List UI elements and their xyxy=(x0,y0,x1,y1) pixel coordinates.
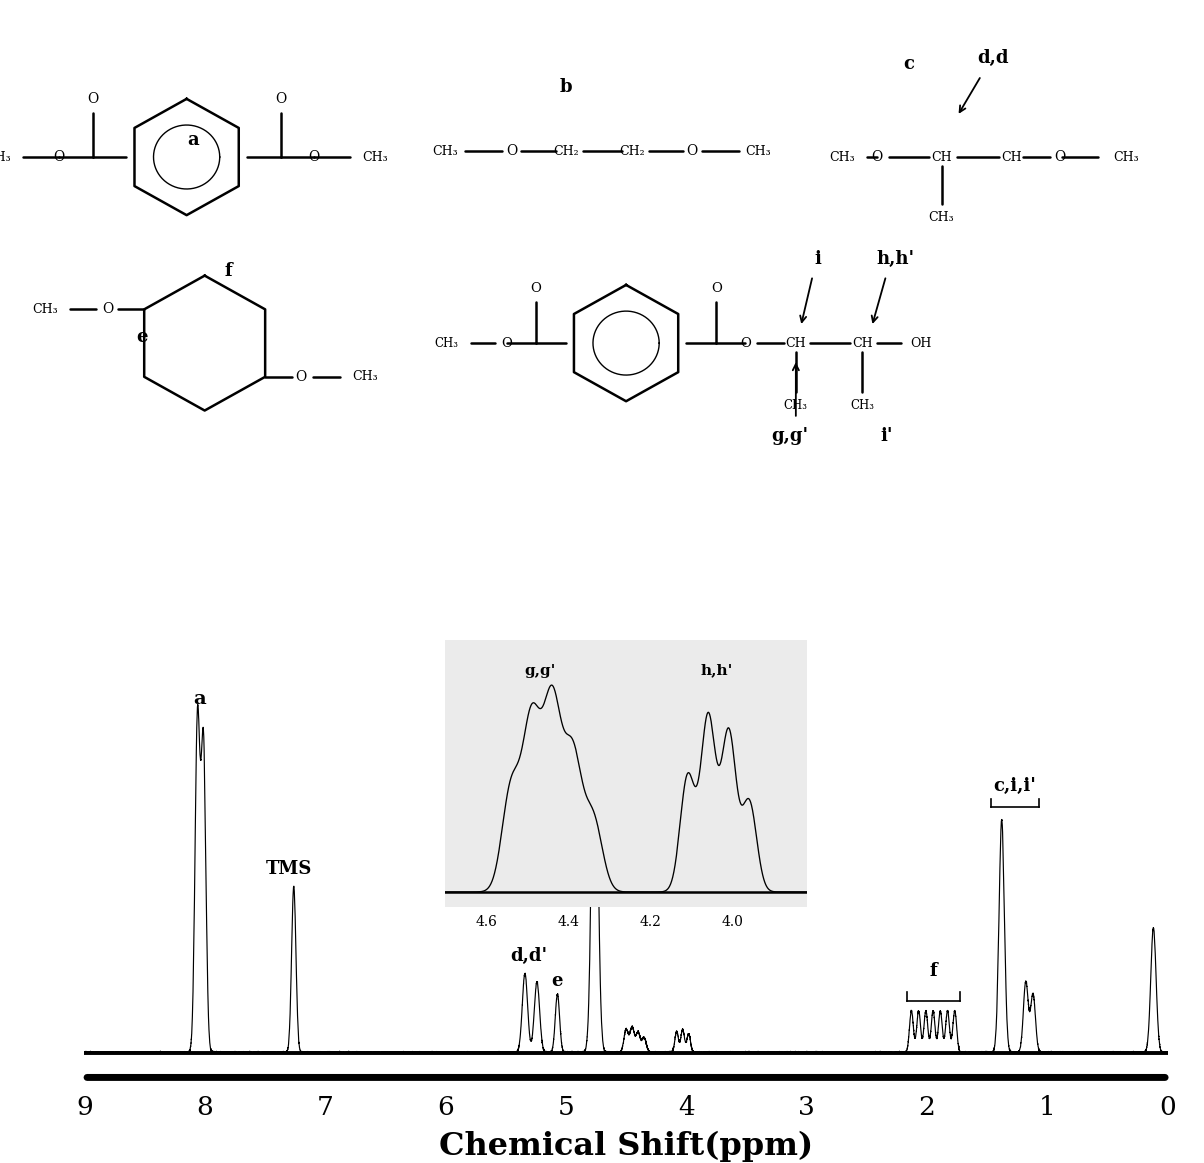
Text: f: f xyxy=(225,262,232,280)
Text: d,d': d,d' xyxy=(510,948,547,965)
Text: g,g': g,g' xyxy=(524,664,555,678)
X-axis label: Chemical Shift(ppm): Chemical Shift(ppm) xyxy=(439,1130,813,1162)
Text: CH₃: CH₃ xyxy=(928,211,955,224)
Text: h,h': h,h' xyxy=(877,250,915,269)
Text: CH₂: CH₂ xyxy=(553,144,579,158)
Text: f: f xyxy=(929,962,937,979)
Text: O: O xyxy=(87,92,99,106)
Text: O: O xyxy=(530,281,542,295)
Text: d,d: d,d xyxy=(978,49,1009,67)
Text: CH₃: CH₃ xyxy=(784,399,808,413)
Text: CH₂: CH₂ xyxy=(619,144,645,158)
Text: a: a xyxy=(187,130,199,149)
Text: CH: CH xyxy=(851,336,873,350)
Text: O: O xyxy=(739,336,751,350)
Text: c,i,i': c,i,i' xyxy=(993,777,1037,795)
Text: TMS: TMS xyxy=(266,861,312,878)
Text: CH₃: CH₃ xyxy=(745,144,772,158)
Text: h,h': h,h' xyxy=(701,664,732,678)
Text: O: O xyxy=(1054,150,1066,164)
Text: CH₃: CH₃ xyxy=(0,150,11,164)
Text: CH₃: CH₃ xyxy=(435,336,459,350)
Text: CH₃: CH₃ xyxy=(1114,150,1139,164)
Text: i: i xyxy=(814,250,821,269)
Text: CH: CH xyxy=(931,150,952,164)
Text: i': i' xyxy=(880,427,892,445)
Text: CH₃: CH₃ xyxy=(432,144,459,158)
Text: CH₃: CH₃ xyxy=(830,150,855,164)
Text: O: O xyxy=(308,150,320,164)
Text: O: O xyxy=(53,150,65,164)
Text: OH: OH xyxy=(910,336,932,350)
Text: CH₃: CH₃ xyxy=(850,399,874,413)
Text: O: O xyxy=(686,144,698,158)
Text: g,g': g,g' xyxy=(772,427,808,445)
Text: O: O xyxy=(710,281,722,295)
Text: CH₃: CH₃ xyxy=(362,150,388,164)
Text: e: e xyxy=(136,328,148,347)
Text: O: O xyxy=(102,302,113,316)
Text: O: O xyxy=(501,336,513,350)
Text: a: a xyxy=(194,690,206,708)
Text: b: b xyxy=(560,78,572,97)
FancyBboxPatch shape xyxy=(435,632,818,915)
Text: b: b xyxy=(590,644,604,662)
Text: e: e xyxy=(551,972,563,990)
Text: c: c xyxy=(903,55,915,73)
Text: O: O xyxy=(870,150,883,164)
Text: CH: CH xyxy=(1001,150,1022,164)
Text: O: O xyxy=(296,370,307,384)
Text: O: O xyxy=(506,144,518,158)
Text: CH₃: CH₃ xyxy=(352,370,378,384)
Text: O: O xyxy=(275,92,287,106)
Text: CH: CH xyxy=(785,336,807,350)
Text: CH₃: CH₃ xyxy=(31,302,58,316)
